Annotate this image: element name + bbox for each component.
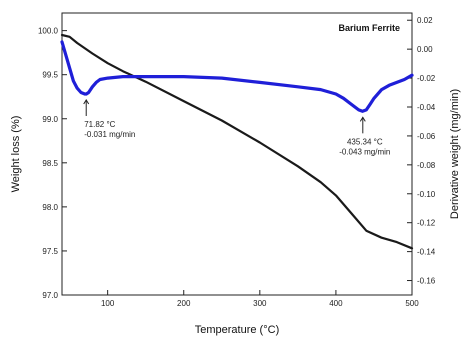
chart-title: Barium Ferrite xyxy=(338,23,400,33)
y-left-tick-label: 97.5 xyxy=(42,247,58,256)
plot-frame xyxy=(61,12,413,296)
y-right-tick-label: -0.16 xyxy=(417,277,436,286)
annotation-arrowhead xyxy=(359,116,366,122)
y-left-tick-label: 99.0 xyxy=(42,115,58,124)
y-right-tick-label: 0.02 xyxy=(417,16,433,25)
y-right-tick-label: -0.14 xyxy=(417,248,436,257)
y-right-tick-label: -0.04 xyxy=(417,103,436,112)
derivative-weight-line xyxy=(60,40,414,113)
x-tick-label: 200 xyxy=(177,299,191,308)
annotation-arrowhead xyxy=(83,99,90,105)
y-right-tick-label: -0.10 xyxy=(417,190,436,199)
annotation-label: -0.031 mg/min xyxy=(84,130,135,139)
y-left-tick-label: 98.5 xyxy=(42,159,58,168)
y-left-tick-label: 98.0 xyxy=(42,203,58,212)
x-tick-label: 400 xyxy=(329,299,343,308)
x-tick-label: 500 xyxy=(405,299,419,308)
y-axis-title-right: Derivative weight (mg/min) xyxy=(449,89,461,219)
chart-marks: 100 200 300 400 500 97.0 97.5 98.0 98.5 99.0 99.5 1… xyxy=(38,16,436,308)
y-left-tick-label: 100.0 xyxy=(38,27,59,36)
y-right-tick-label: -0.08 xyxy=(417,161,436,170)
annotation-label: 71.82 °C xyxy=(84,120,115,129)
y-axis-title-left: Weight loss (%) xyxy=(10,116,22,193)
annotation-label: -0.043 mg/min xyxy=(339,147,390,156)
y-right-tick-label: -0.06 xyxy=(417,132,436,141)
x-axis-title: Temperature (°C) xyxy=(195,324,279,336)
x-tick-label: 300 xyxy=(253,299,267,308)
y-left-tick-label: 97.0 xyxy=(42,291,58,300)
y-left-tick-label: 99.5 xyxy=(42,71,58,80)
annotation-label: 435.34 °C xyxy=(347,137,383,146)
y-right-tick-label: -0.02 xyxy=(417,74,436,83)
y-right-tick-label: -0.12 xyxy=(417,219,436,228)
y-right-tick-label: 0.00 xyxy=(417,45,433,54)
x-tick-label: 100 xyxy=(101,299,115,308)
weight-loss-line xyxy=(60,33,414,250)
